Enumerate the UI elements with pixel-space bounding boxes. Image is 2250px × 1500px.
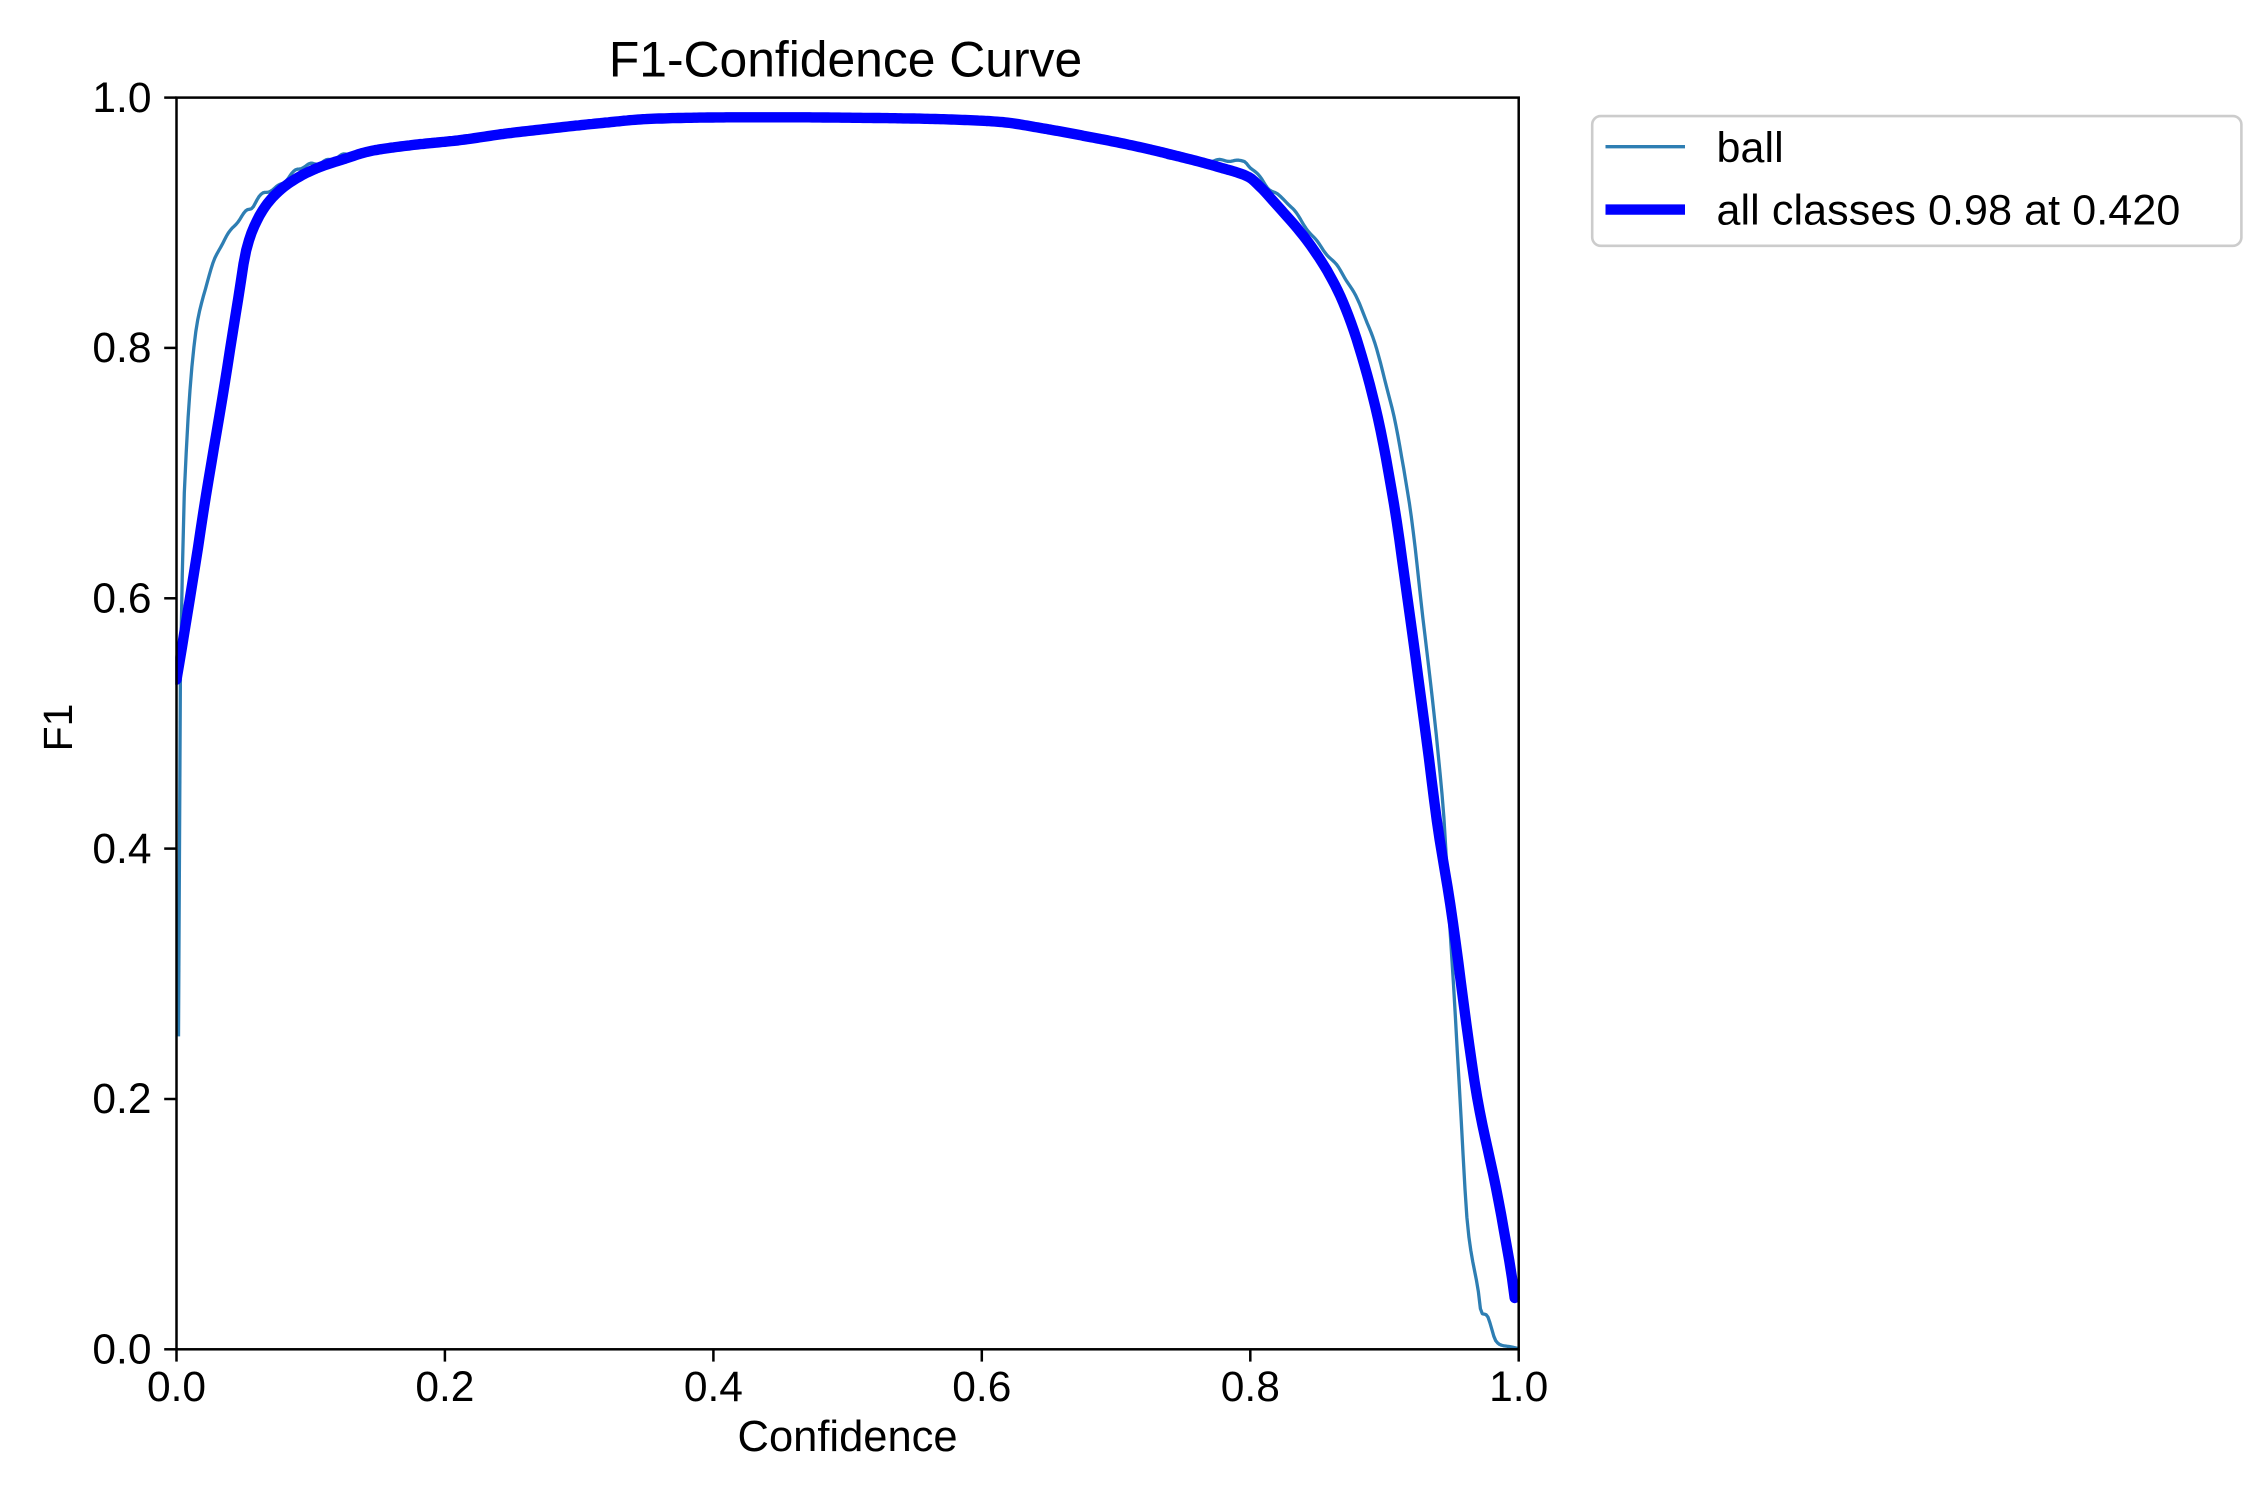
svg-text:0.4: 0.4: [684, 1364, 743, 1411]
svg-text:all classes 0.98 at 0.420: all classes 0.98 at 0.420: [1717, 187, 2181, 235]
svg-text:ball: ball: [1717, 124, 1784, 172]
svg-text:0.0: 0.0: [92, 1327, 151, 1374]
svg-text:0.8: 0.8: [92, 325, 151, 372]
svg-text:Confidence: Confidence: [738, 1413, 958, 1461]
svg-text:F1: F1: [35, 704, 81, 752]
svg-text:0.0: 0.0: [147, 1364, 206, 1411]
svg-text:F1-Confidence Curve: F1-Confidence Curve: [609, 32, 1082, 88]
svg-text:0.6: 0.6: [952, 1364, 1011, 1411]
svg-text:1.0: 1.0: [1489, 1364, 1548, 1411]
svg-text:1.0: 1.0: [92, 75, 151, 122]
svg-text:0.8: 0.8: [1221, 1364, 1280, 1411]
svg-text:0.6: 0.6: [92, 576, 151, 623]
svg-text:0.2: 0.2: [415, 1364, 474, 1411]
svg-text:0.2: 0.2: [92, 1076, 151, 1123]
svg-text:0.4: 0.4: [92, 826, 151, 873]
